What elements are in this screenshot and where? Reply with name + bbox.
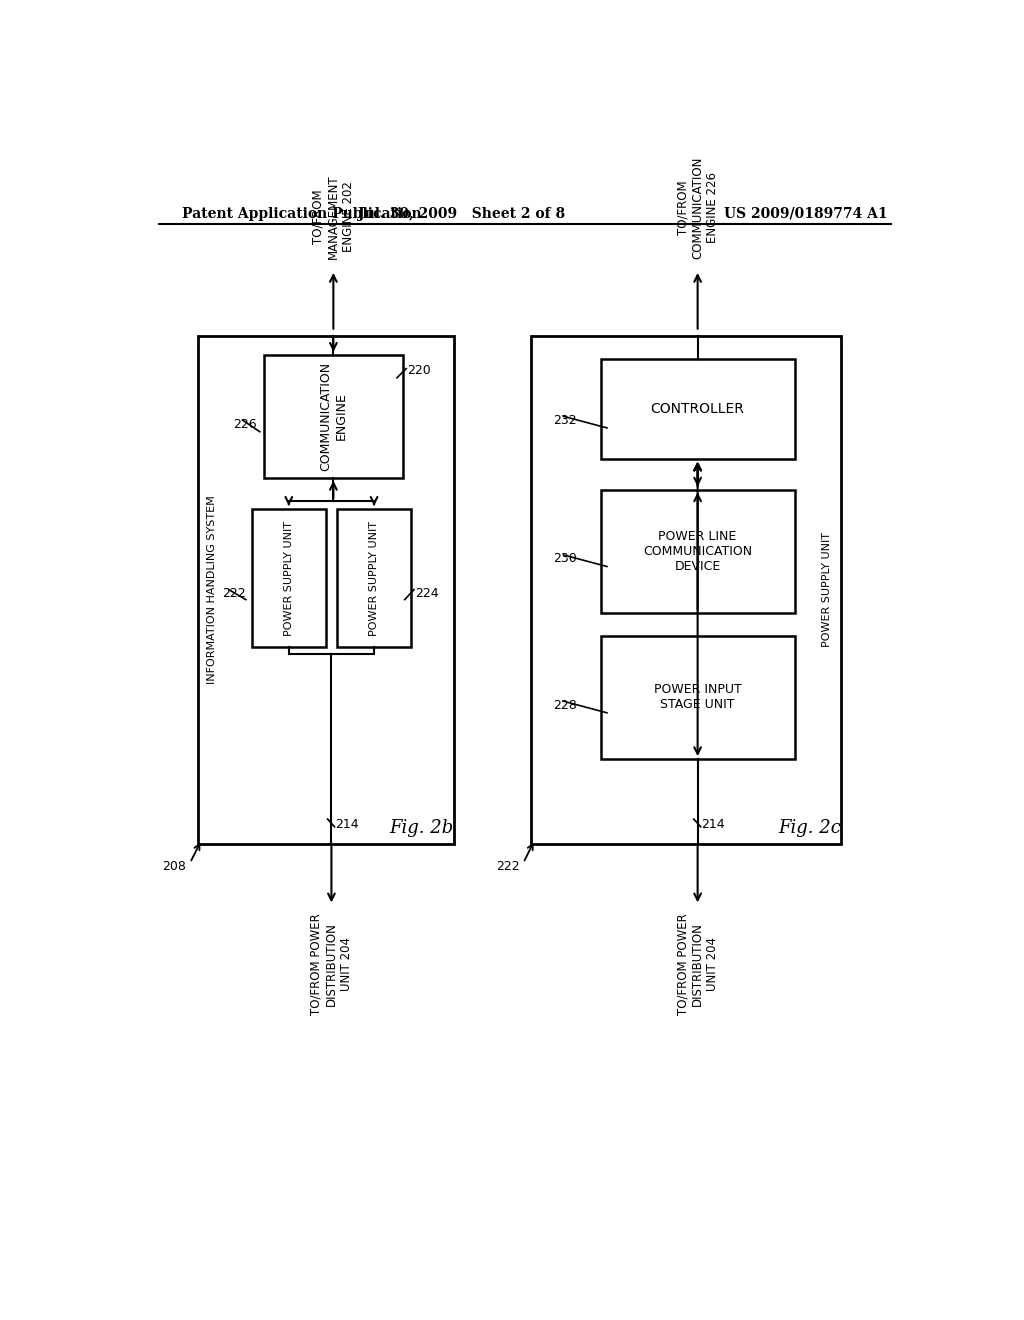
Text: TO/FROM POWER
DISTRIBUTION
UNIT 204: TO/FROM POWER DISTRIBUTION UNIT 204 <box>310 913 353 1015</box>
Bar <box>198 335 454 843</box>
Bar <box>263 355 403 478</box>
Text: 222: 222 <box>496 861 519 874</box>
Text: 214: 214 <box>701 818 725 832</box>
Text: Jul. 30, 2009   Sheet 2 of 8: Jul. 30, 2009 Sheet 2 of 8 <box>357 207 565 220</box>
Text: POWER SUPPLY UNIT: POWER SUPPLY UNIT <box>284 520 294 635</box>
Text: POWER INPUT
STAGE UNIT: POWER INPUT STAGE UNIT <box>653 684 741 711</box>
Text: COMMUNICATION
ENGINE: COMMUNICATION ENGINE <box>319 362 347 471</box>
Text: TO/FROM POWER
DISTRIBUTION
UNIT 204: TO/FROM POWER DISTRIBUTION UNIT 204 <box>676 913 719 1015</box>
Bar <box>601 359 795 459</box>
Text: US 2009/0189774 A1: US 2009/0189774 A1 <box>724 207 888 220</box>
Text: Patent Application Publication: Patent Application Publication <box>182 207 422 220</box>
Text: TO/FROM
MANAGEMENT
ENGINE 202: TO/FROM MANAGEMENT ENGINE 202 <box>312 174 355 259</box>
Text: POWER SUPPLY UNIT: POWER SUPPLY UNIT <box>369 520 379 635</box>
Text: 214: 214 <box>335 818 359 832</box>
Text: 208: 208 <box>162 861 186 874</box>
Text: Fig. 2c: Fig. 2c <box>778 820 841 837</box>
Bar <box>601 636 795 759</box>
Text: TO/FROM
COMMUNICATION
ENGINE 226: TO/FROM COMMUNICATION ENGINE 226 <box>676 156 719 259</box>
Bar <box>601 490 795 612</box>
Text: INFORMATION HANDLING SYSTEM: INFORMATION HANDLING SYSTEM <box>207 495 217 684</box>
Bar <box>252 508 326 647</box>
Text: 232: 232 <box>553 413 577 426</box>
Text: POWER SUPPLY UNIT: POWER SUPPLY UNIT <box>822 532 833 647</box>
Text: POWER LINE
COMMUNICATION
DEVICE: POWER LINE COMMUNICATION DEVICE <box>643 529 753 573</box>
Text: CONTROLLER: CONTROLLER <box>650 401 744 416</box>
Bar <box>337 508 411 647</box>
Bar <box>531 335 841 843</box>
Text: 224: 224 <box>415 587 438 601</box>
Text: 222: 222 <box>222 587 246 601</box>
Text: 226: 226 <box>232 417 256 430</box>
Text: 228: 228 <box>553 698 577 711</box>
Text: Fig. 2b: Fig. 2b <box>389 820 454 837</box>
Text: 220: 220 <box>407 363 431 376</box>
Text: 230: 230 <box>553 552 577 565</box>
